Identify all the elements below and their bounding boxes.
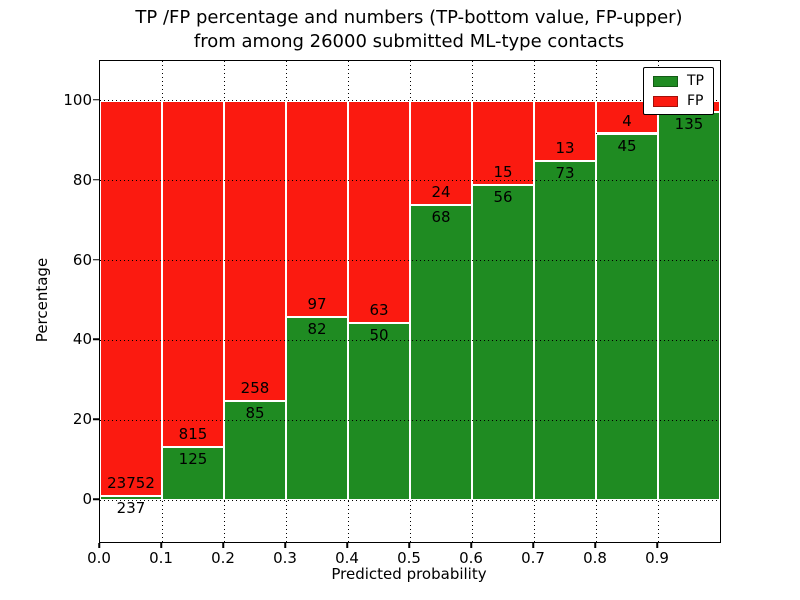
legend-label: TP [687,73,704,89]
bar-segment-tp [596,133,658,501]
bar-segment-fp [534,100,596,162]
x-tick-label: 0.0 [87,549,111,567]
x-tick [656,543,658,548]
chart-title: TP /FP percentage and numbers (TP-bottom… [99,6,719,54]
gridline-horizontal [100,339,720,341]
bar-segment-tp [658,112,720,501]
bar-segment-tp [286,317,348,501]
gridline-horizontal [100,180,720,182]
y-tick-label: 40 [72,330,92,349]
bar-segment-tp [534,161,596,501]
legend-item: FP [653,94,704,108]
bar-label-fp: 23752 [107,474,155,493]
gridline-horizontal [100,499,720,501]
y-tick [93,179,99,181]
x-tick-label: 0.8 [583,549,607,567]
bar-label-fp: 13 [555,139,575,158]
bar-label-tp: 85 [245,404,265,423]
x-tick-label: 0.5 [397,549,421,567]
bar-label-fp: 63 [369,301,389,320]
bar-segment-fp [286,100,348,318]
y-tick-label: 0 [82,490,92,509]
bar-label-fp: 97 [307,295,327,314]
gridline-horizontal [100,260,720,262]
y-tick-label: 80 [72,170,92,189]
y-tick-label: 20 [72,410,92,429]
x-tick-label: 0.1 [149,549,173,567]
chart-title-line-2: from among 26000 submitted ML-type conta… [193,31,625,52]
bar-label-tp: 82 [307,320,327,339]
x-tick [160,543,162,548]
bar-label-tp: 68 [431,208,451,227]
x-tick [470,543,472,548]
legend-swatch-tp-icon [653,75,678,87]
bar-segment-fp [348,100,410,324]
plot-area: TP FP 23752 237 815 125 258 85 97 82 63 50 24 68 15 56… [99,60,721,543]
bar-label-tp: 50 [369,326,389,345]
gridline-horizontal [100,419,720,421]
x-axis-label: Predicted probability [331,565,487,583]
x-tick-label: 0.9 [645,549,669,567]
y-tick [93,338,99,341]
legend: TP FP [643,67,714,115]
bar-segment-tp [472,185,534,501]
bar-label-fp: 258 [240,379,270,398]
legend-label: FP [687,93,704,109]
y-tick [93,418,99,420]
bar-label-tp: 237 [116,499,146,518]
y-tick-label: 100 [63,90,92,109]
x-tick-label: 0.3 [273,549,297,567]
x-tick-label: 0.6 [459,549,483,567]
bar-segment-tp [348,323,410,501]
x-tick [532,543,534,548]
x-tick [408,543,410,548]
bar-segment-fp [472,100,534,186]
legend-swatch-fp-icon [653,95,678,107]
x-tick [346,543,348,548]
x-tick [594,543,596,548]
x-tick [222,543,224,548]
bar-label-tp: 73 [555,164,575,183]
bar-segment-fp [100,100,162,497]
bar-segment-tp [162,447,224,501]
bar-label-tp: 125 [178,450,208,468]
y-tick [93,258,99,261]
bar-segment-fp [224,100,286,402]
bar-segment-fp [410,100,472,206]
bar-label-fp: 15 [493,163,513,182]
x-tick-label: 0.4 [335,549,359,567]
legend-item: TP [653,74,704,88]
bar-segment-tp [224,401,286,501]
x-tick-label: 0.2 [211,549,235,567]
x-tick [284,543,286,548]
bar-label-fp: 4 [622,111,632,130]
bar-label-fp: 815 [178,425,208,443]
y-tick-label: 60 [72,250,92,269]
chart-title-line-1: TP /FP percentage and numbers (TP-bottom… [135,7,683,28]
bar-label-fp: 24 [431,183,451,202]
bar-label-tp: 135 [674,115,704,134]
bar-segment-fp [162,100,224,447]
bar-segment-tp [410,205,472,501]
x-tick [98,543,100,548]
gridline-horizontal [100,100,720,102]
y-tick [93,99,99,101]
bar-label-tp: 56 [493,188,513,207]
x-tick-label: 0.7 [521,549,545,567]
y-tick [93,498,99,500]
bar-label-tp: 45 [617,136,637,155]
